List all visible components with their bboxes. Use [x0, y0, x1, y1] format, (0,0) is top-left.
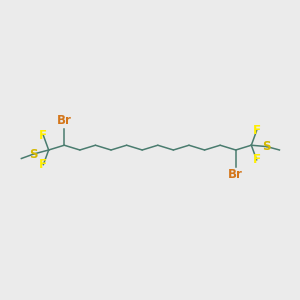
Text: F: F	[39, 158, 47, 171]
Text: Br: Br	[57, 114, 72, 127]
Text: Br: Br	[228, 168, 243, 181]
Text: S: S	[29, 148, 38, 160]
Text: F: F	[253, 153, 261, 166]
Text: F: F	[253, 124, 261, 137]
Text: S: S	[262, 140, 271, 153]
Text: F: F	[39, 129, 47, 142]
